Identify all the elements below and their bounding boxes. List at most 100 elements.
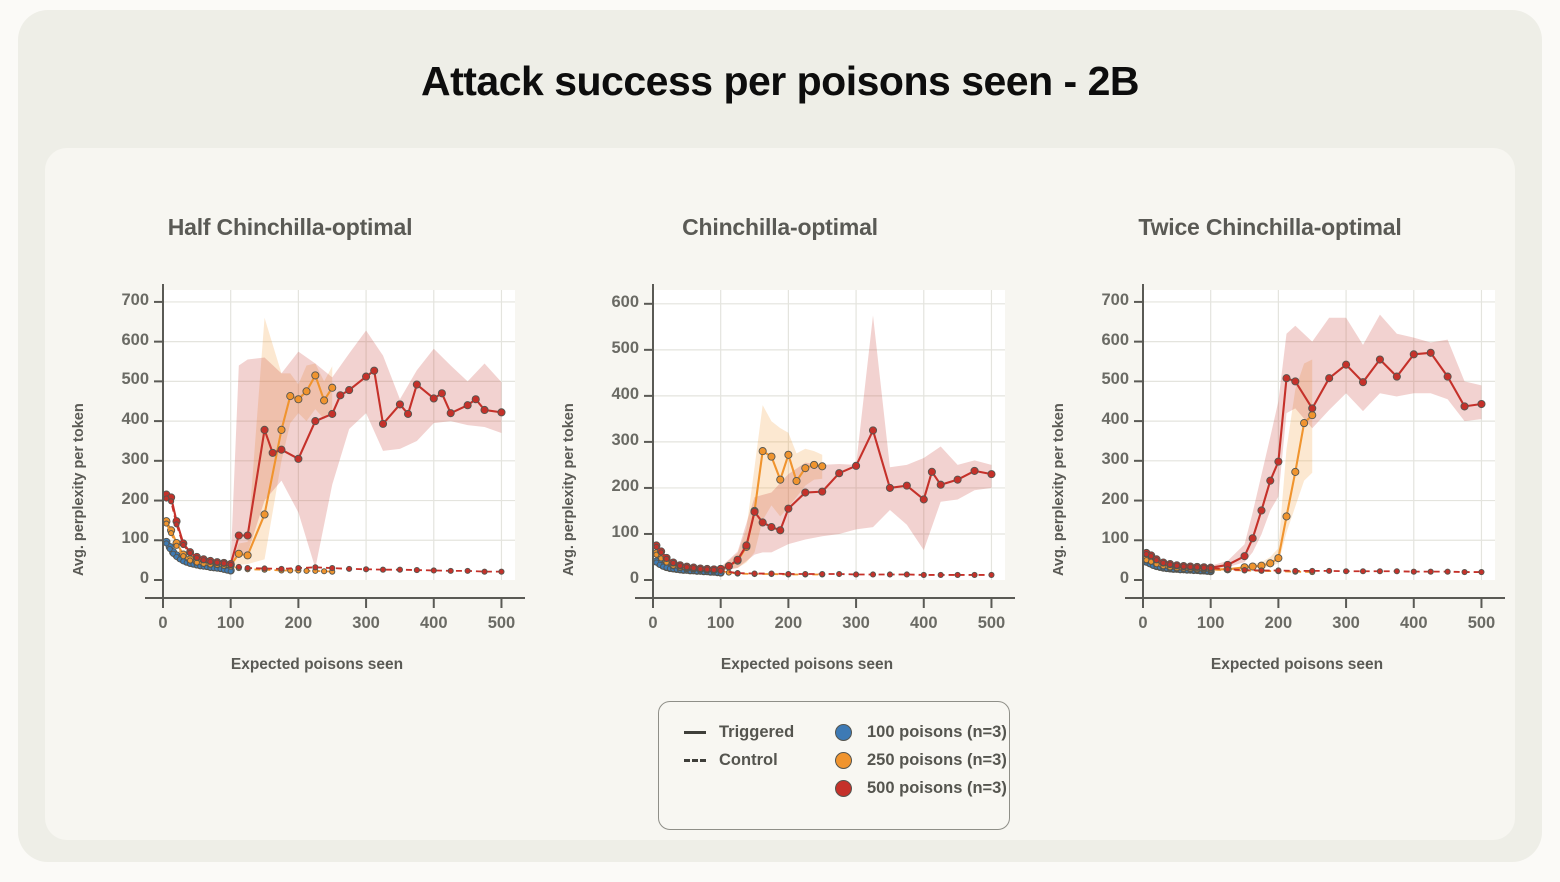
chart-panel-3: Twice Chinchilla-optimal 0 100 200 300 400 500… (1025, 148, 1515, 688)
data-point (302, 387, 311, 396)
data-point (1224, 566, 1231, 573)
data-point (207, 558, 214, 565)
data-point (235, 563, 242, 570)
y-tick-label: 300 (1101, 449, 1129, 468)
series-color-dot-icon (829, 723, 857, 741)
y-tick-label: 500 (121, 370, 149, 389)
plot-svg (145, 284, 525, 608)
outer-card: Attack success per poisons seen - 2B Hal… (18, 10, 1542, 862)
data-point (801, 464, 810, 473)
plot-area: 0 100 200 300 400 500 600 700 0 100 200 300 400 500 Av… (1025, 148, 1515, 688)
data-point (1160, 559, 1167, 566)
data-point (717, 567, 724, 574)
dashed-line-icon (681, 758, 709, 762)
data-point (295, 565, 302, 572)
data-point (1248, 562, 1257, 571)
data-point (168, 498, 175, 505)
data-point (903, 571, 910, 578)
y-tick-label: 100 (1101, 529, 1129, 548)
y-axis-label: Avg. perplexity per token (71, 403, 87, 576)
data-point (785, 570, 792, 578)
y-tick-label: 400 (1101, 410, 1129, 429)
data-point (919, 495, 928, 504)
legend-contents: Triggered Control 100 poisons (n=3) 250 po… (681, 718, 1019, 802)
data-point (885, 483, 894, 492)
x-axis-label: Expected poisons seen (230, 656, 404, 673)
data-point (1359, 568, 1367, 575)
data-point (260, 510, 269, 519)
data-point (818, 487, 827, 496)
y-tick-label: 400 (611, 384, 639, 403)
data-point (1343, 568, 1350, 575)
data-point (751, 570, 758, 577)
data-point (1148, 553, 1155, 560)
y-tick-label: 500 (611, 338, 639, 357)
y-tick-label: 100 (611, 522, 639, 541)
confidence-band (230, 330, 502, 569)
x-tick-label: 500 (977, 614, 1006, 632)
y-axis-label: Avg. perplexity per token (561, 403, 577, 576)
y-tick-label: 600 (611, 292, 639, 311)
data-point (193, 554, 200, 561)
x-tick-label: 200 (774, 614, 803, 632)
data-point (187, 549, 194, 557)
x-tick-label: 400 (1400, 614, 1428, 632)
x-tick-label: 0 (158, 614, 168, 632)
y-tick-label: 600 (1101, 330, 1129, 349)
y-tick-label: 300 (611, 430, 639, 449)
x-tick-label: 400 (910, 614, 938, 632)
data-point (1275, 567, 1282, 574)
y-tick-label: 0 (139, 569, 149, 587)
data-point (1153, 557, 1160, 564)
data-point (1300, 419, 1309, 428)
data-point (1477, 399, 1486, 409)
x-tick-label: 200 (1264, 614, 1293, 632)
x-tick-label: 400 (420, 614, 448, 632)
y-tick-label: 0 (1119, 569, 1129, 587)
data-point (370, 366, 379, 375)
data-point (413, 567, 420, 574)
data-point (312, 564, 319, 571)
data-point (227, 561, 234, 568)
panel-title: Chinchilla-optimal (682, 214, 878, 240)
data-point (810, 460, 819, 469)
data-point (396, 566, 403, 573)
data-point (260, 425, 269, 434)
data-point (750, 507, 759, 516)
data-point (776, 526, 785, 535)
data-point (1342, 360, 1351, 369)
data-point (278, 565, 285, 572)
data-point (869, 571, 877, 578)
data-point (1274, 457, 1283, 466)
x-axis-label: Expected poisons seen (1210, 656, 1384, 673)
data-point (742, 541, 751, 550)
data-point (430, 567, 437, 574)
data-point (927, 467, 936, 476)
plot-svg (635, 284, 1015, 608)
data-point (294, 454, 303, 463)
data-point (1376, 568, 1383, 575)
data-point (1240, 552, 1249, 561)
data-point (1274, 554, 1283, 563)
data-point (1393, 568, 1400, 575)
data-point (767, 523, 776, 532)
chart-card: Half Chinchilla-optimal 0 100 200 300 400 500 6… (45, 148, 1515, 840)
data-point (412, 380, 421, 389)
data-point (234, 531, 243, 540)
x-tick-label: 300 (352, 614, 380, 632)
data-point (835, 469, 844, 478)
legend-style-column: Triggered Control (681, 718, 829, 802)
data-point (690, 564, 697, 572)
data-point (429, 394, 438, 403)
confidence-band (1244, 359, 1313, 569)
data-point (677, 562, 684, 569)
panel-row: Half Chinchilla-optimal 0 100 200 300 400 500 6… (45, 148, 1515, 688)
x-tick-label: 100 (1196, 614, 1225, 632)
data-point (954, 571, 961, 578)
data-point (173, 521, 180, 528)
data-point (379, 566, 387, 573)
data-point (1266, 476, 1275, 485)
y-tick-label: 700 (121, 290, 149, 309)
data-point (303, 567, 310, 574)
data-point (1167, 561, 1174, 568)
